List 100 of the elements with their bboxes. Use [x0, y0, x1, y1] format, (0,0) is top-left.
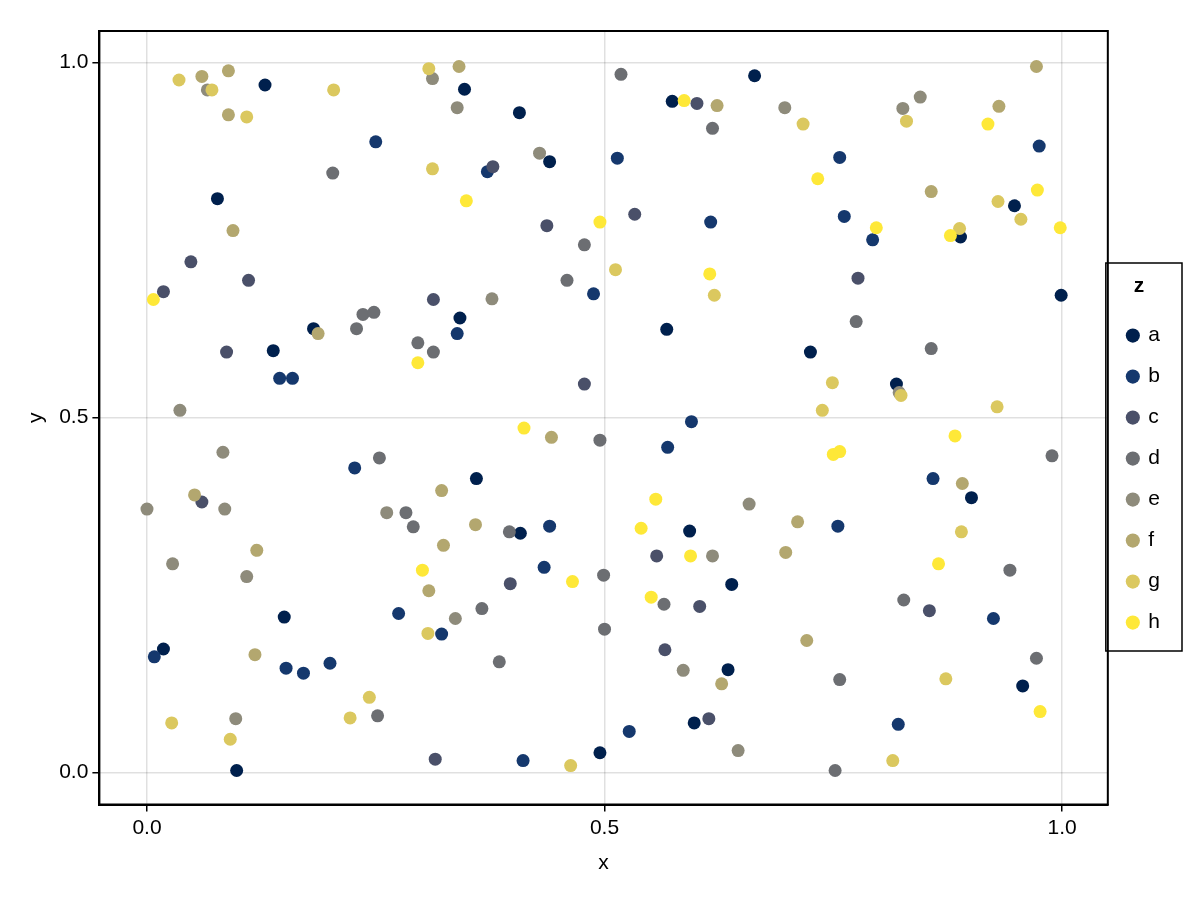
point — [1029, 60, 1043, 74]
point — [658, 643, 672, 657]
point — [649, 492, 663, 506]
point — [660, 322, 674, 336]
point — [422, 584, 436, 598]
legend-label: d — [1148, 445, 1161, 469]
point — [279, 661, 293, 675]
legend-title: z — [1133, 273, 1145, 297]
point — [147, 650, 161, 664]
point — [748, 69, 762, 83]
point — [371, 709, 385, 723]
point — [900, 114, 913, 128]
point — [435, 484, 449, 498]
legend-label: a — [1148, 322, 1161, 346]
point — [356, 307, 370, 321]
point — [285, 371, 299, 385]
point — [703, 267, 717, 281]
y-tick-label: 0.0 — [59, 759, 89, 783]
point — [796, 117, 810, 131]
point — [1003, 563, 1017, 577]
point — [486, 160, 500, 174]
point — [166, 557, 180, 571]
legend-label: e — [1148, 486, 1161, 510]
legend-label: f — [1148, 527, 1155, 551]
point — [849, 315, 863, 329]
point — [676, 663, 690, 677]
point — [597, 568, 611, 582]
point — [205, 83, 219, 97]
point — [411, 356, 425, 370]
point — [833, 150, 847, 164]
point — [343, 711, 357, 725]
point — [537, 560, 551, 574]
point — [229, 712, 243, 726]
point — [593, 215, 607, 229]
point — [512, 106, 526, 120]
point — [981, 117, 995, 131]
point — [422, 62, 436, 76]
point — [543, 155, 557, 169]
point — [955, 477, 969, 491]
point — [665, 94, 679, 108]
point — [415, 563, 429, 577]
point — [428, 752, 442, 766]
point — [779, 545, 793, 559]
point — [350, 322, 364, 336]
point — [513, 526, 527, 540]
point — [866, 233, 880, 247]
point — [221, 64, 235, 78]
point — [610, 151, 624, 165]
point — [932, 557, 946, 571]
point — [540, 219, 554, 233]
point — [230, 764, 244, 777]
point — [593, 746, 607, 760]
y-axis-title: y — [23, 412, 47, 424]
point — [593, 433, 607, 447]
point — [1032, 139, 1046, 153]
point — [684, 415, 698, 429]
point — [990, 400, 1004, 414]
point — [690, 96, 704, 110]
point — [614, 67, 628, 81]
point — [913, 90, 927, 104]
point — [323, 656, 337, 670]
point — [897, 593, 911, 607]
point — [411, 336, 425, 350]
point — [683, 524, 697, 538]
point — [475, 602, 489, 616]
point — [948, 429, 962, 443]
point — [869, 221, 883, 235]
legend-label: b — [1148, 363, 1161, 387]
point — [731, 744, 745, 758]
point — [459, 194, 473, 208]
x-tick-label: 0.5 — [589, 815, 620, 838]
point — [577, 377, 591, 391]
point — [435, 627, 449, 641]
legend-label: h — [1148, 609, 1161, 633]
point — [425, 72, 439, 86]
point — [426, 345, 440, 359]
point — [677, 94, 691, 108]
point — [924, 342, 938, 356]
point — [173, 403, 187, 417]
point — [146, 293, 160, 307]
point — [210, 192, 224, 206]
point — [156, 642, 170, 656]
point — [707, 288, 721, 302]
point — [924, 185, 938, 199]
point — [156, 285, 170, 299]
point — [684, 549, 698, 563]
point — [485, 292, 499, 306]
point — [650, 549, 664, 563]
point — [311, 327, 325, 341]
point — [622, 724, 636, 738]
point — [469, 472, 483, 486]
point — [634, 521, 648, 535]
point — [392, 607, 406, 621]
point — [742, 497, 756, 511]
point — [516, 754, 530, 768]
point — [223, 732, 237, 746]
point — [468, 518, 482, 532]
point — [721, 663, 735, 677]
point — [140, 502, 154, 516]
point — [426, 293, 440, 307]
